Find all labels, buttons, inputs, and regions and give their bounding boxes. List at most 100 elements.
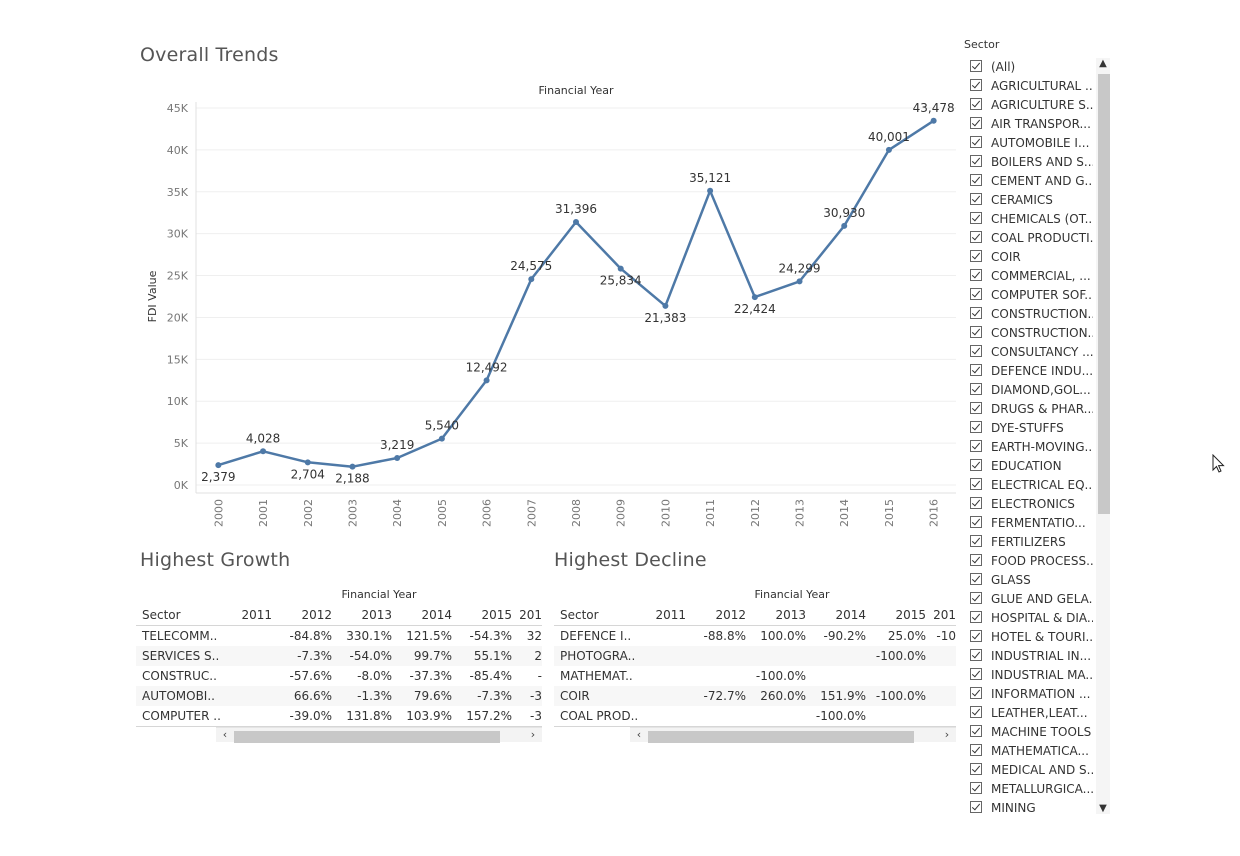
- checkbox-checked-icon[interactable]: [970, 136, 982, 148]
- scroll-left-icon[interactable]: ‹: [222, 728, 228, 741]
- sector-filter-item[interactable]: METALLURGICA...: [968, 780, 1096, 799]
- sector-filter-item[interactable]: FERTILIZERS: [968, 533, 1096, 552]
- checkbox-checked-icon[interactable]: [970, 744, 982, 756]
- checkbox-checked-icon[interactable]: [970, 269, 982, 281]
- table-row[interactable]: SERVICES S.. -7.3% -54.0% 99.7% 55.1% 2: [136, 646, 542, 666]
- sector-filter-item[interactable]: CEMENT AND G...: [968, 172, 1096, 191]
- checkbox-checked-icon[interactable]: [970, 459, 982, 471]
- checkbox-checked-icon[interactable]: [970, 801, 982, 813]
- sector-filter-item[interactable]: AIR TRANSPOR...: [968, 115, 1096, 134]
- checkbox-checked-icon[interactable]: [970, 478, 982, 490]
- checkbox-checked-icon[interactable]: [970, 193, 982, 205]
- sector-filter-item[interactable]: AGRICULTURAL ...: [968, 77, 1096, 96]
- checkbox-checked-icon[interactable]: [970, 554, 982, 566]
- checkbox-checked-icon[interactable]: [970, 516, 982, 528]
- checkbox-checked-icon[interactable]: [970, 535, 982, 547]
- checkbox-checked-icon[interactable]: [970, 763, 982, 775]
- table-row[interactable]: CONSTRUC.. -57.6% -8.0% -37.3% -85.4% -: [136, 666, 542, 686]
- sector-filter-scrollbar[interactable]: ▲ ▼: [1096, 58, 1110, 814]
- sector-filter-item[interactable]: DEFENCE INDU...: [968, 362, 1096, 381]
- sector-filter-item[interactable]: COAL PRODUCTI...: [968, 229, 1096, 248]
- sector-filter-item[interactable]: COMMERCIAL, ...: [968, 267, 1096, 286]
- sector-filter-item[interactable]: ELECTRONICS: [968, 495, 1096, 514]
- sector-filter-item[interactable]: (All): [968, 58, 1096, 77]
- checkbox-checked-icon[interactable]: [970, 782, 982, 794]
- sector-filter-item[interactable]: FOOD PROCESS...: [968, 552, 1096, 571]
- highest-decline-table[interactable]: Financial Year Sector 2011 2012 2013 2014 2015…: [554, 586, 956, 746]
- checkbox-checked-icon[interactable]: [970, 98, 982, 110]
- checkbox-checked-icon[interactable]: [970, 345, 982, 357]
- checkbox-checked-icon[interactable]: [970, 174, 982, 186]
- sector-filter-item[interactable]: INDUSTRIAL IN...: [968, 647, 1096, 666]
- sector-filter-item[interactable]: MINING: [968, 799, 1096, 814]
- scrollbar-thumb[interactable]: [1098, 74, 1110, 514]
- scroll-right-icon[interactable]: ›: [530, 728, 536, 741]
- sector-filter-item[interactable]: COIR: [968, 248, 1096, 267]
- sector-filter-item[interactable]: MEDICAL AND S...: [968, 761, 1096, 780]
- table-row[interactable]: COIR -72.7% 260.0% 151.9% -100.0%: [554, 686, 956, 706]
- checkbox-checked-icon[interactable]: [970, 725, 982, 737]
- sector-filter-item[interactable]: CERAMICS: [968, 191, 1096, 210]
- sector-filter-item[interactable]: CONSTRUCTION...: [968, 305, 1096, 324]
- table-row[interactable]: COMPUTER .. -39.0% 131.8% 103.9% 157.2% -3: [136, 706, 542, 726]
- sector-filter-item[interactable]: EARTH-MOVING...: [968, 438, 1096, 457]
- checkbox-checked-icon[interactable]: [970, 706, 982, 718]
- table-row[interactable]: MATHEMAT.. -100.0%: [554, 666, 956, 686]
- scroll-up-icon[interactable]: ▲: [1099, 58, 1107, 69]
- sector-filter-item[interactable]: MACHINE TOOLS: [968, 723, 1096, 742]
- scrollbar-thumb[interactable]: [234, 731, 500, 743]
- checkbox-checked-icon[interactable]: [970, 155, 982, 167]
- scroll-down-icon[interactable]: ▼: [1099, 803, 1107, 814]
- checkbox-checked-icon[interactable]: [970, 364, 982, 376]
- sector-filter-item[interactable]: GLUE AND GELA...: [968, 590, 1096, 609]
- sector-filter-item[interactable]: CONSULTANCY ...: [968, 343, 1096, 362]
- checkbox-checked-icon[interactable]: [970, 117, 982, 129]
- sector-filter-item[interactable]: MATHEMATICA...: [968, 742, 1096, 761]
- checkbox-checked-icon[interactable]: [970, 60, 982, 72]
- horizontal-scrollbar[interactable]: ‹ ›: [630, 727, 956, 743]
- checkbox-checked-icon[interactable]: [970, 79, 982, 91]
- checkbox-checked-icon[interactable]: [970, 668, 982, 680]
- sector-filter-item[interactable]: BOILERS AND S...: [968, 153, 1096, 172]
- checkbox-checked-icon[interactable]: [970, 326, 982, 338]
- sector-filter-item[interactable]: DYE-STUFFS: [968, 419, 1096, 438]
- sector-filter-item[interactable]: DIAMOND,GOL...: [968, 381, 1096, 400]
- checkbox-checked-icon[interactable]: [970, 402, 982, 414]
- sector-filter-item[interactable]: INFORMATION ...: [968, 685, 1096, 704]
- checkbox-checked-icon[interactable]: [970, 440, 982, 452]
- sector-filter-item[interactable]: AGRICULTURE S...: [968, 96, 1096, 115]
- sector-filter-item[interactable]: ELECTRICAL EQ...: [968, 476, 1096, 495]
- sector-filter-item[interactable]: CHEMICALS (OT...: [968, 210, 1096, 229]
- highest-growth-table[interactable]: Financial Year Sector 2011 2012 2013 2014 2015…: [136, 586, 542, 746]
- scrollbar-thumb[interactable]: [648, 731, 914, 743]
- scroll-left-icon[interactable]: ‹: [636, 728, 642, 741]
- fdi-line-chart[interactable]: Financial Year FDI Value 0K 5K 10K 15K 20K 25K 3…: [140, 80, 960, 530]
- sector-filter-item[interactable]: CONSTRUCTION...: [968, 324, 1096, 343]
- sector-filter-item[interactable]: AUTOMOBILE I...: [968, 134, 1096, 153]
- table-row[interactable]: AUTOMOBI.. 66.6% -1.3% 79.6% -7.3% -3: [136, 686, 542, 706]
- sector-filter[interactable]: Sector (All) AGRICULTURAL ... AGRICULTURE …: [962, 38, 1112, 814]
- sector-filter-item[interactable]: LEATHER,LEAT...: [968, 704, 1096, 723]
- checkbox-checked-icon[interactable]: [970, 383, 982, 395]
- sector-filter-item[interactable]: HOTEL & TOURI...: [968, 628, 1096, 647]
- checkbox-checked-icon[interactable]: [970, 288, 982, 300]
- sector-filter-list[interactable]: (All) AGRICULTURAL ... AGRICULTURE S... AIR…: [968, 58, 1096, 814]
- horizontal-scrollbar[interactable]: ‹ ›: [216, 727, 542, 743]
- checkbox-checked-icon[interactable]: [970, 630, 982, 642]
- checkbox-checked-icon[interactable]: [970, 250, 982, 262]
- checkbox-checked-icon[interactable]: [970, 649, 982, 661]
- checkbox-checked-icon[interactable]: [970, 421, 982, 433]
- checkbox-checked-icon[interactable]: [970, 592, 982, 604]
- scroll-right-icon[interactable]: ›: [944, 728, 950, 741]
- table-row[interactable]: COAL PROD.. -100.0%: [554, 706, 956, 726]
- checkbox-checked-icon[interactable]: [970, 687, 982, 699]
- table-row[interactable]: TELECOMM.. -84.8% 330.1% 121.5% -54.3% 32: [136, 626, 542, 646]
- checkbox-checked-icon[interactable]: [970, 231, 982, 243]
- sector-filter-item[interactable]: COMPUTER SOF...: [968, 286, 1096, 305]
- checkbox-checked-icon[interactable]: [970, 611, 982, 623]
- sector-filter-item[interactable]: FERMENTATIO...: [968, 514, 1096, 533]
- table-row[interactable]: PHOTOGRA.. -100.0%: [554, 646, 956, 666]
- checkbox-checked-icon[interactable]: [970, 212, 982, 224]
- sector-filter-item[interactable]: DRUGS & PHAR...: [968, 400, 1096, 419]
- sector-filter-item[interactable]: INDUSTRIAL MA...: [968, 666, 1096, 685]
